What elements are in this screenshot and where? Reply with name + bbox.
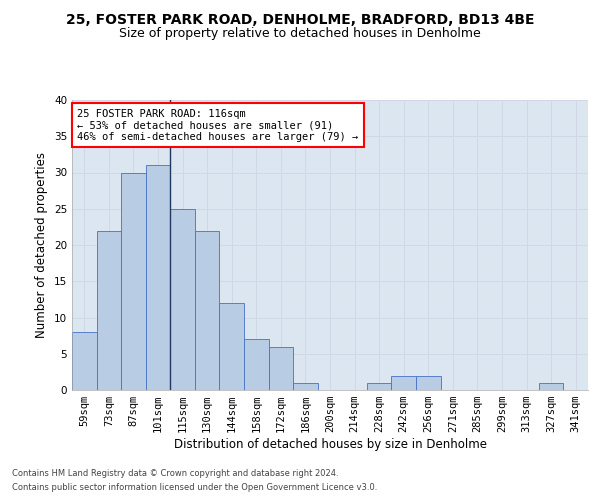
- Text: Contains HM Land Registry data © Crown copyright and database right 2024.: Contains HM Land Registry data © Crown c…: [12, 468, 338, 477]
- Bar: [367, 383, 391, 390]
- X-axis label: Distribution of detached houses by size in Denholme: Distribution of detached houses by size …: [173, 438, 487, 451]
- Bar: [121, 172, 146, 390]
- Bar: [146, 165, 170, 390]
- Bar: [293, 383, 318, 390]
- Text: 25, FOSTER PARK ROAD, DENHOLME, BRADFORD, BD13 4BE: 25, FOSTER PARK ROAD, DENHOLME, BRADFORD…: [66, 12, 534, 26]
- Bar: [220, 303, 244, 390]
- Bar: [416, 376, 440, 390]
- Bar: [72, 332, 97, 390]
- Y-axis label: Number of detached properties: Number of detached properties: [35, 152, 49, 338]
- Bar: [170, 209, 195, 390]
- Bar: [269, 346, 293, 390]
- Text: Contains public sector information licensed under the Open Government Licence v3: Contains public sector information licen…: [12, 484, 377, 492]
- Bar: [195, 230, 220, 390]
- Bar: [97, 230, 121, 390]
- Bar: [244, 339, 269, 390]
- Text: Size of property relative to detached houses in Denholme: Size of property relative to detached ho…: [119, 28, 481, 40]
- Bar: [391, 376, 416, 390]
- Text: 25 FOSTER PARK ROAD: 116sqm
← 53% of detached houses are smaller (91)
46% of sem: 25 FOSTER PARK ROAD: 116sqm ← 53% of det…: [77, 108, 358, 142]
- Bar: [539, 383, 563, 390]
